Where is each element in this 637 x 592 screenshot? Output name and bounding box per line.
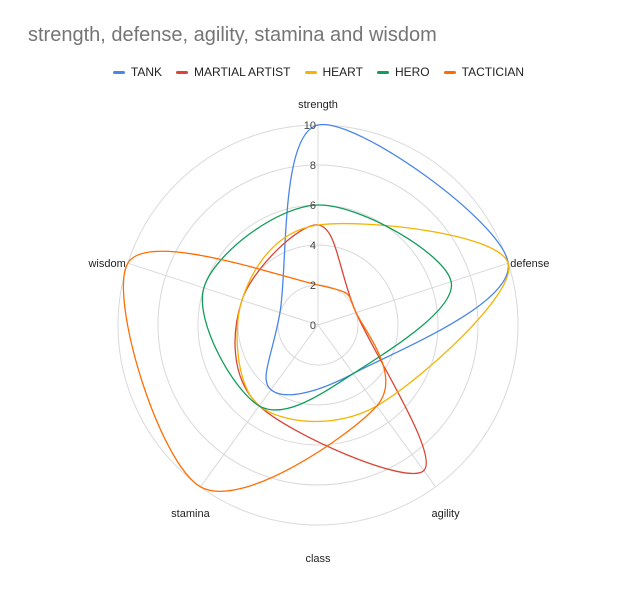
chart-title: strength, defense, agility, stamina and …	[28, 24, 437, 46]
axis-spoke	[317, 262, 509, 326]
legend-label: HEART	[322, 65, 363, 79]
legend-item-tank[interactable]: TANK	[112, 65, 163, 79]
legend-item-heart[interactable]: HEART	[304, 65, 363, 79]
axis-label-wisdom: wisdom	[87, 258, 125, 270]
legend-label: TANK	[130, 65, 163, 79]
radar-grid	[117, 124, 519, 526]
series-line-heart	[236, 222, 510, 423]
series-line-tank	[265, 124, 509, 396]
axis-label-stamina: stamina	[171, 508, 210, 520]
legend-item-martial-artist[interactable]: MARTIAL ARTIST	[176, 65, 291, 79]
axis-label-agility: agility	[431, 508, 460, 520]
legend-swatch	[304, 70, 317, 74]
legend-label: HERO	[394, 65, 430, 79]
chart-legend: TANK MARTIAL ARTIST HEART HERO TACTICIAN	[0, 64, 637, 80]
tick-label: 8	[310, 160, 316, 172]
tick-label: 10	[304, 120, 316, 132]
legend-swatch	[376, 70, 389, 74]
axis-labels: strength defense agility stamina wisdom	[87, 99, 549, 520]
legend-label: MARTIAL ARTIST	[194, 65, 291, 79]
tick-label: 0	[310, 320, 316, 332]
axis-label-defense: defense	[510, 258, 549, 270]
tick-label: 2	[310, 280, 316, 292]
x-axis-title: class	[305, 553, 331, 565]
series-line-martial-artist	[234, 224, 427, 475]
series-group	[122, 124, 510, 493]
legend-item-tactician[interactable]: TACTICIAN	[443, 65, 525, 79]
legend-item-hero[interactable]: HERO	[376, 65, 430, 79]
tick-label: 6	[310, 200, 316, 212]
axis-spoke	[127, 262, 319, 326]
series-line-hero	[201, 204, 452, 411]
legend-label: TACTICIAN	[461, 65, 525, 79]
legend-swatch	[443, 70, 456, 74]
axis-label-strength: strength	[298, 99, 338, 111]
tick-labels: 0 2 4 6 8 10	[304, 120, 316, 332]
tick-label: 4	[310, 240, 316, 252]
series-line-tactician	[122, 250, 387, 493]
legend-swatch	[176, 70, 189, 74]
legend-swatch	[112, 70, 125, 74]
